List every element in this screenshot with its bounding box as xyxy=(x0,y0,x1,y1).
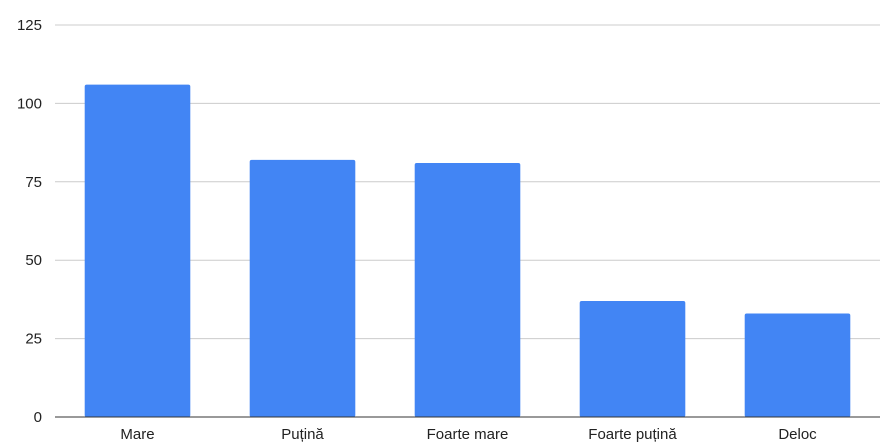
bar xyxy=(579,300,686,417)
x-tick-labels: Mare Puțină Foarte mare Foarte puțină Deloc xyxy=(120,426,817,443)
bar xyxy=(414,162,521,417)
y-tick-label: 25 xyxy=(25,331,42,348)
y-tick-label: 125 xyxy=(17,17,42,34)
bars xyxy=(84,84,851,418)
y-tick-label: 0 xyxy=(34,409,42,426)
bar xyxy=(84,84,191,418)
bar xyxy=(744,313,851,417)
x-tick-label: Mare xyxy=(120,426,154,443)
x-tick-label: Foarte mare xyxy=(427,426,509,443)
y-tick-label: 50 xyxy=(25,252,42,269)
y-tick-label: 100 xyxy=(17,95,42,112)
y-tick-labels: 0 25 50 75 100 125 xyxy=(17,17,42,426)
bar xyxy=(249,159,356,417)
x-tick-label: Puțină xyxy=(281,426,324,443)
x-tick-label: Foarte puțină xyxy=(588,426,677,443)
y-tick-label: 75 xyxy=(25,174,42,191)
x-tick-label: Deloc xyxy=(778,426,817,443)
